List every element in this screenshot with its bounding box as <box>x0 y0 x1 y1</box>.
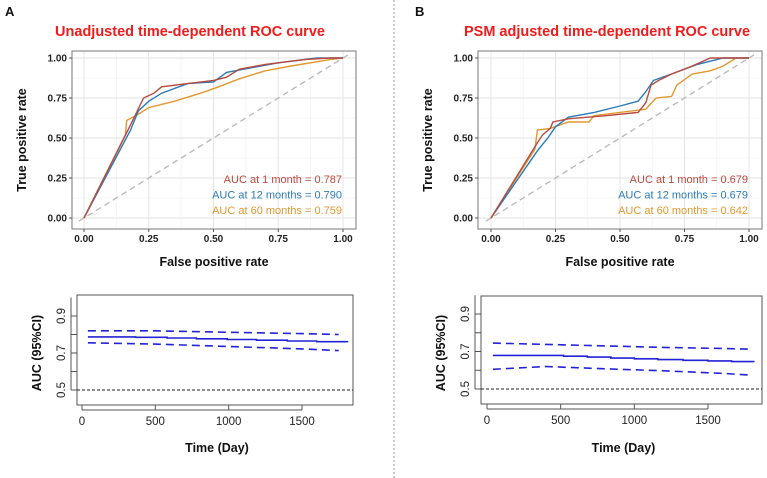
x-tick-label: 0.50 <box>204 234 224 245</box>
y-tick-label: 0.75 <box>48 94 68 105</box>
x-tick-label: 0.75 <box>675 234 695 245</box>
x-tick-label: 1000 <box>622 415 648 427</box>
auc-legend-month12: AUC at 12 months = 0.679 <box>618 190 748 202</box>
x-axis-label: False positive rate <box>565 255 674 269</box>
panel-letter-b: B <box>415 4 424 19</box>
x-tick-label: 0.25 <box>139 234 159 245</box>
y-tick-label: 0.9 <box>56 308 68 324</box>
x-tick-label: 1.00 <box>739 234 759 245</box>
x-tick-label: 0 <box>79 416 85 428</box>
x-tick-label: 0 <box>484 415 490 427</box>
roc-line-month1 <box>83 57 343 219</box>
ci-line <box>87 330 339 336</box>
x-tick-label: 0.00 <box>481 234 501 245</box>
y-tick-label: 1.00 <box>454 54 474 65</box>
y-tick-label: 0.9 <box>460 306 472 322</box>
auc-legend-month1: AUC at 1 month = 0.679 <box>630 174 748 186</box>
y-tick-label: 0.7 <box>56 345 68 361</box>
x-axis-label: False positive rate <box>159 255 268 269</box>
chart-title-b: PSM adjusted time-dependent ROC curve <box>464 24 750 40</box>
x-tick-label: 500 <box>146 416 165 428</box>
chart-title-a: Unadjusted time-dependent ROC curve <box>55 24 325 40</box>
roc-chart-a: 0.00 0.25 0.50 0.75 1.00 0.00 0.25 0.50 0.75 1.00… <box>15 50 357 269</box>
y-tick-label: 0.00 <box>48 214 68 225</box>
y-tick-label: 0.00 <box>454 214 474 225</box>
y-tick-label: 0.50 <box>454 134 474 145</box>
y-axis-label: AUC (95%CI) <box>434 315 448 391</box>
x-axis-label: Time (Day) <box>185 441 249 455</box>
diagonal-reference-line <box>78 54 349 222</box>
y-tick-label: 0.50 <box>48 134 68 145</box>
auc-legend-month60: AUC at 60 months = 0.759 <box>212 205 342 217</box>
x-tick-label: 0.75 <box>269 234 289 245</box>
auc-time-chart-b: 0 500 1000 1500 0.5 0.7 0.9 Time (Day) AUC (95%C… <box>434 295 763 455</box>
y-tick-label: 0.5 <box>56 382 68 398</box>
auc-line <box>87 336 349 343</box>
y-tick-label: 0.75 <box>454 94 474 105</box>
ci-line <box>492 365 748 376</box>
y-tick-label: 0.25 <box>48 174 68 185</box>
ci-line <box>492 342 748 350</box>
y-tick-label: 0.5 <box>460 381 472 397</box>
diagonal-reference-line <box>485 54 755 222</box>
auc-line <box>492 354 755 363</box>
x-tick-label: 0.50 <box>610 234 630 245</box>
plot-border <box>76 294 354 406</box>
y-tick-label: 0.7 <box>460 344 472 360</box>
x-tick-label: 1.00 <box>333 234 353 245</box>
plot-border <box>480 295 763 405</box>
roc-chart-b: 0.00 0.25 0.50 0.75 1.00 0.00 0.25 0.50 0.75 1.00… <box>421 50 763 269</box>
x-tick-label: 0.25 <box>546 234 566 245</box>
x-tick-label: 1500 <box>695 415 721 427</box>
x-tick-label: 500 <box>551 415 570 427</box>
y-tick-label: 1.00 <box>48 54 68 65</box>
auc-legend-month60: AUC at 60 months = 0.642 <box>618 205 748 217</box>
ci-line <box>87 342 339 352</box>
x-tick-label: 0.00 <box>74 234 94 245</box>
panel-letter-a: A <box>5 4 15 19</box>
x-tick-label: 1000 <box>216 416 242 428</box>
y-axis-label: AUC (95%CI) <box>30 315 44 391</box>
x-axis-label: Time (Day) <box>592 441 656 455</box>
auc-legend-month1: AUC at 1 month = 0.787 <box>224 174 342 186</box>
roc-line-month60 <box>83 57 344 219</box>
auc-legend-month12: AUC at 12 months = 0.790 <box>212 190 342 202</box>
y-tick-label: 0.25 <box>454 174 474 185</box>
y-axis-label: True positive rate <box>421 88 435 192</box>
y-axis-label: True positive rate <box>15 88 29 192</box>
roc-line-month1 <box>490 57 749 219</box>
auc-time-chart-a: 0 500 1000 1500 0.5 0.7 0.9 Time (Day) AUC (95%C… <box>30 294 354 455</box>
roc-line-month60 <box>490 57 749 219</box>
x-tick-label: 1500 <box>289 416 315 428</box>
